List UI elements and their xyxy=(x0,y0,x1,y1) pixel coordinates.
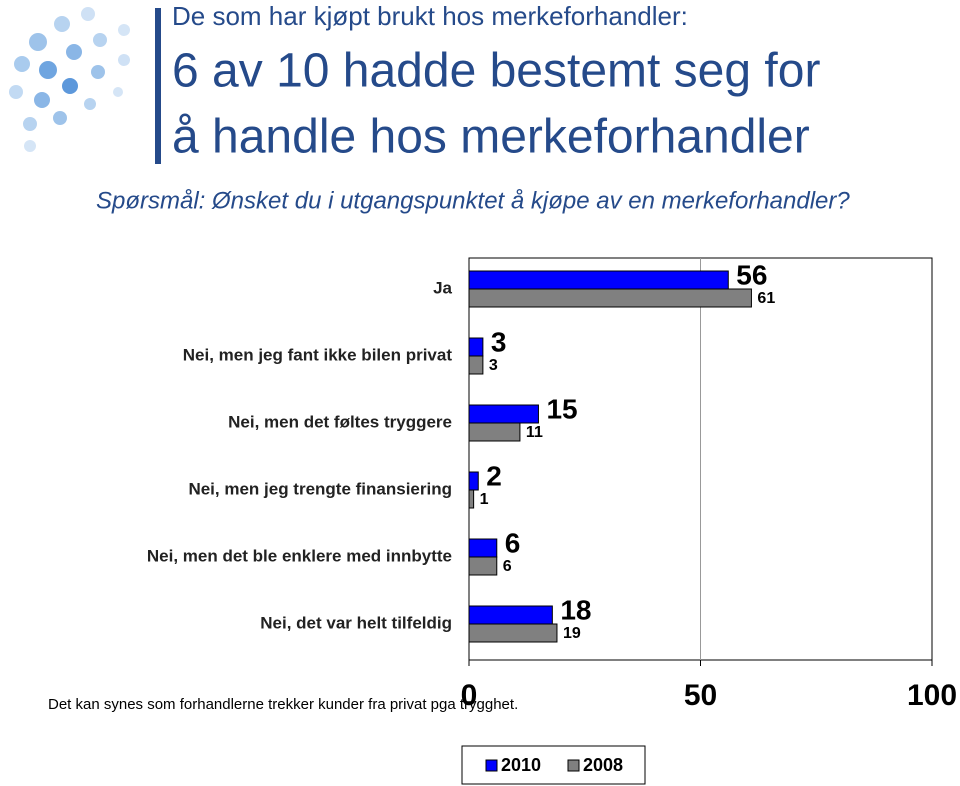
bar xyxy=(468,337,484,357)
bar xyxy=(468,422,521,442)
bar xyxy=(468,605,553,625)
bar xyxy=(468,355,484,375)
value-label: 1 xyxy=(480,491,489,508)
x-tick-label: 50 xyxy=(684,679,717,712)
value-label: 6 xyxy=(505,527,521,558)
decoration xyxy=(9,7,161,164)
value-label: 19 xyxy=(563,625,581,642)
value-label: 56 xyxy=(736,259,767,290)
legend-label: 2010 xyxy=(501,755,541,775)
bar xyxy=(468,288,752,308)
footnote: Det kan synes som forhandlerne trekker k… xyxy=(48,696,518,713)
value-label: 11 xyxy=(526,424,543,441)
category-label: Nei, men det ble enklere med innbytte xyxy=(147,546,452,565)
question: Spørsmål: Ønsket du i utgangspunktet å k… xyxy=(96,187,850,214)
category-label: Nei, det var helt tilfeldig xyxy=(260,613,452,632)
bar xyxy=(468,270,729,290)
title: å handle hos merkeforhandler xyxy=(172,111,810,164)
title: 6 av 10 hadde bestemt seg for xyxy=(172,45,820,98)
bar xyxy=(468,623,558,643)
value-label: 2 xyxy=(486,460,502,491)
bar xyxy=(468,471,479,491)
value-label: 15 xyxy=(546,393,577,424)
legend-swatch xyxy=(485,759,498,772)
legend-label: 2008 xyxy=(583,755,623,775)
value-label: 6 xyxy=(503,558,512,575)
bar xyxy=(468,489,475,509)
bar xyxy=(468,404,539,424)
category-label: Nei, men jeg fant ikke bilen privat xyxy=(183,345,453,364)
header: De som har kjøpt brukt hos merkeforhandl… xyxy=(172,1,688,31)
category-label: Nei, men jeg trengte finansiering xyxy=(188,479,452,498)
category-label: Ja xyxy=(433,278,452,297)
x-tick-label: 0 xyxy=(461,679,478,712)
value-label: 3 xyxy=(491,326,507,357)
category-label: Nei, men det føltes tryggere xyxy=(228,412,452,431)
value-label: 61 xyxy=(757,290,775,307)
value-label: 18 xyxy=(560,594,591,625)
bar xyxy=(468,556,498,576)
value-label: 3 xyxy=(489,357,498,374)
x-tick-label: 100 xyxy=(907,679,957,712)
bar xyxy=(468,538,498,558)
legend-swatch xyxy=(567,759,580,772)
